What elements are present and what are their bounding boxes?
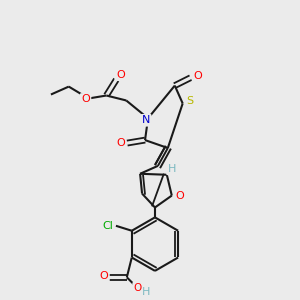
Text: O: O xyxy=(100,271,108,281)
Text: O: O xyxy=(193,71,202,81)
Text: O: O xyxy=(81,94,90,104)
Text: O: O xyxy=(175,190,184,201)
Text: O: O xyxy=(116,70,125,80)
Text: O: O xyxy=(134,283,142,293)
Text: H: H xyxy=(168,164,176,174)
Text: O: O xyxy=(116,138,125,148)
Text: N: N xyxy=(142,115,150,125)
Text: S: S xyxy=(186,97,193,106)
Text: Cl: Cl xyxy=(103,221,113,231)
Text: H: H xyxy=(142,287,150,297)
